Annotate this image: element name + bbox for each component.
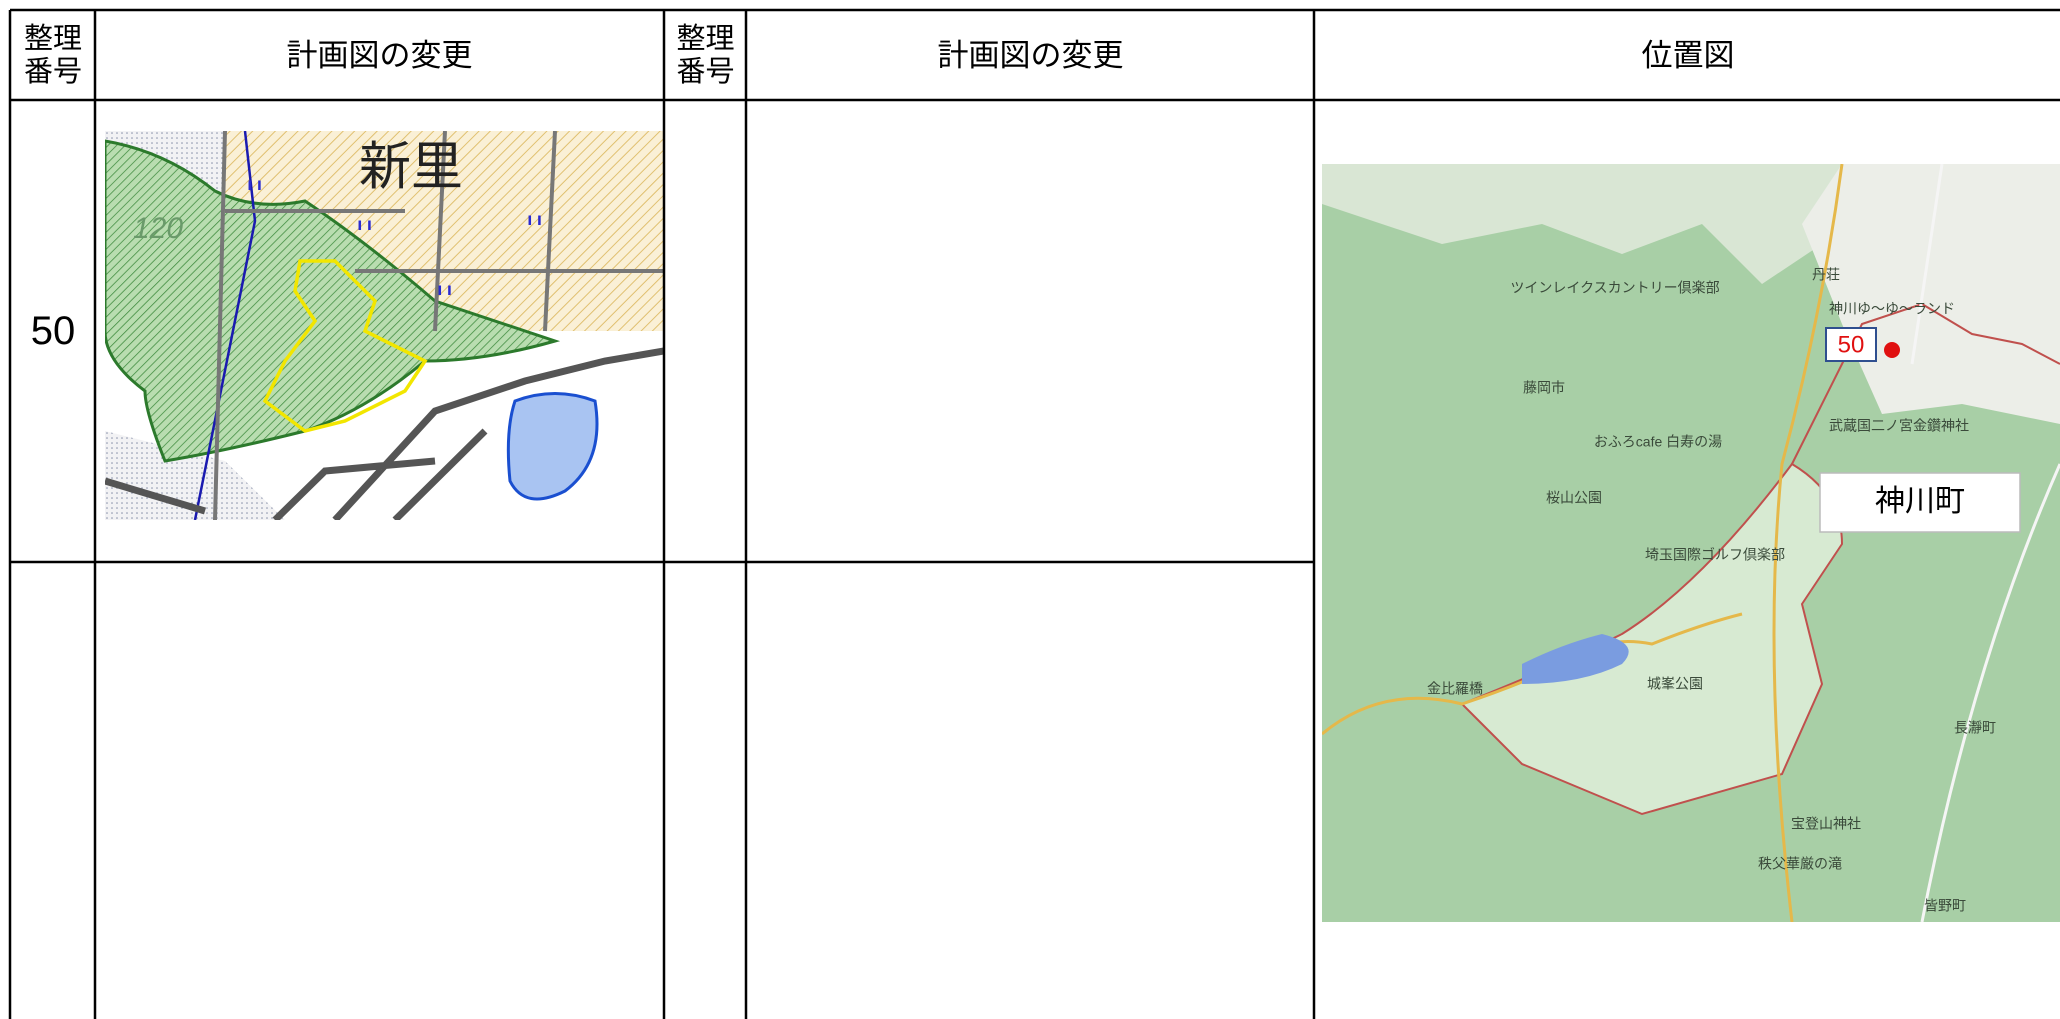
map-label: 120	[133, 212, 183, 245]
map-label: 藤岡市	[1523, 380, 1565, 396]
area-label: 神川町	[1875, 485, 1965, 518]
header-number: 整理番号	[676, 22, 735, 88]
header-number: 整理番号	[23, 22, 82, 88]
marker-label: 50	[1838, 331, 1865, 358]
map-label: 金比羅橋	[1427, 681, 1483, 697]
map-label: 丹荘	[1812, 267, 1840, 283]
map-label: 宝登山神社	[1791, 816, 1861, 832]
map-label: 桜山公園	[1546, 490, 1602, 506]
svg-text:╻╻: ╻╻	[355, 213, 374, 230]
map-label: 城峯公園	[1647, 676, 1703, 692]
row-number: 50	[30, 309, 76, 353]
header-plan: 計画図の変更	[937, 37, 1124, 73]
map-label: おふろcafe 白寿の湯	[1594, 434, 1722, 450]
map-label: 新里	[359, 139, 463, 197]
map-label: ツインレイクスカントリー倶楽部	[1510, 280, 1719, 296]
map-label: 秩父華厳の滝	[1758, 856, 1842, 872]
plan-map: ╻╻ ╻╻ ╻╻ ╻╻ 新里 120	[105, 131, 664, 520]
map-label: 神川ゆ～ゆ～ランド	[1829, 301, 1955, 317]
map-label: 皆野町	[1924, 898, 1966, 914]
svg-text:╻╻: ╻╻	[435, 278, 454, 295]
svg-text:╻╻: ╻╻	[525, 208, 544, 225]
header-plan: 計画図の変更	[286, 37, 473, 73]
header-location: 位置図	[1641, 37, 1735, 73]
map-label: 埼玉国際ゴルフ倶楽部	[1645, 547, 1785, 563]
svg-text:╻╻: ╻╻	[245, 173, 264, 190]
map-label: 長瀞町	[1954, 720, 1996, 736]
map-label: 武蔵国二ノ宮金鑽神社	[1829, 418, 1969, 434]
